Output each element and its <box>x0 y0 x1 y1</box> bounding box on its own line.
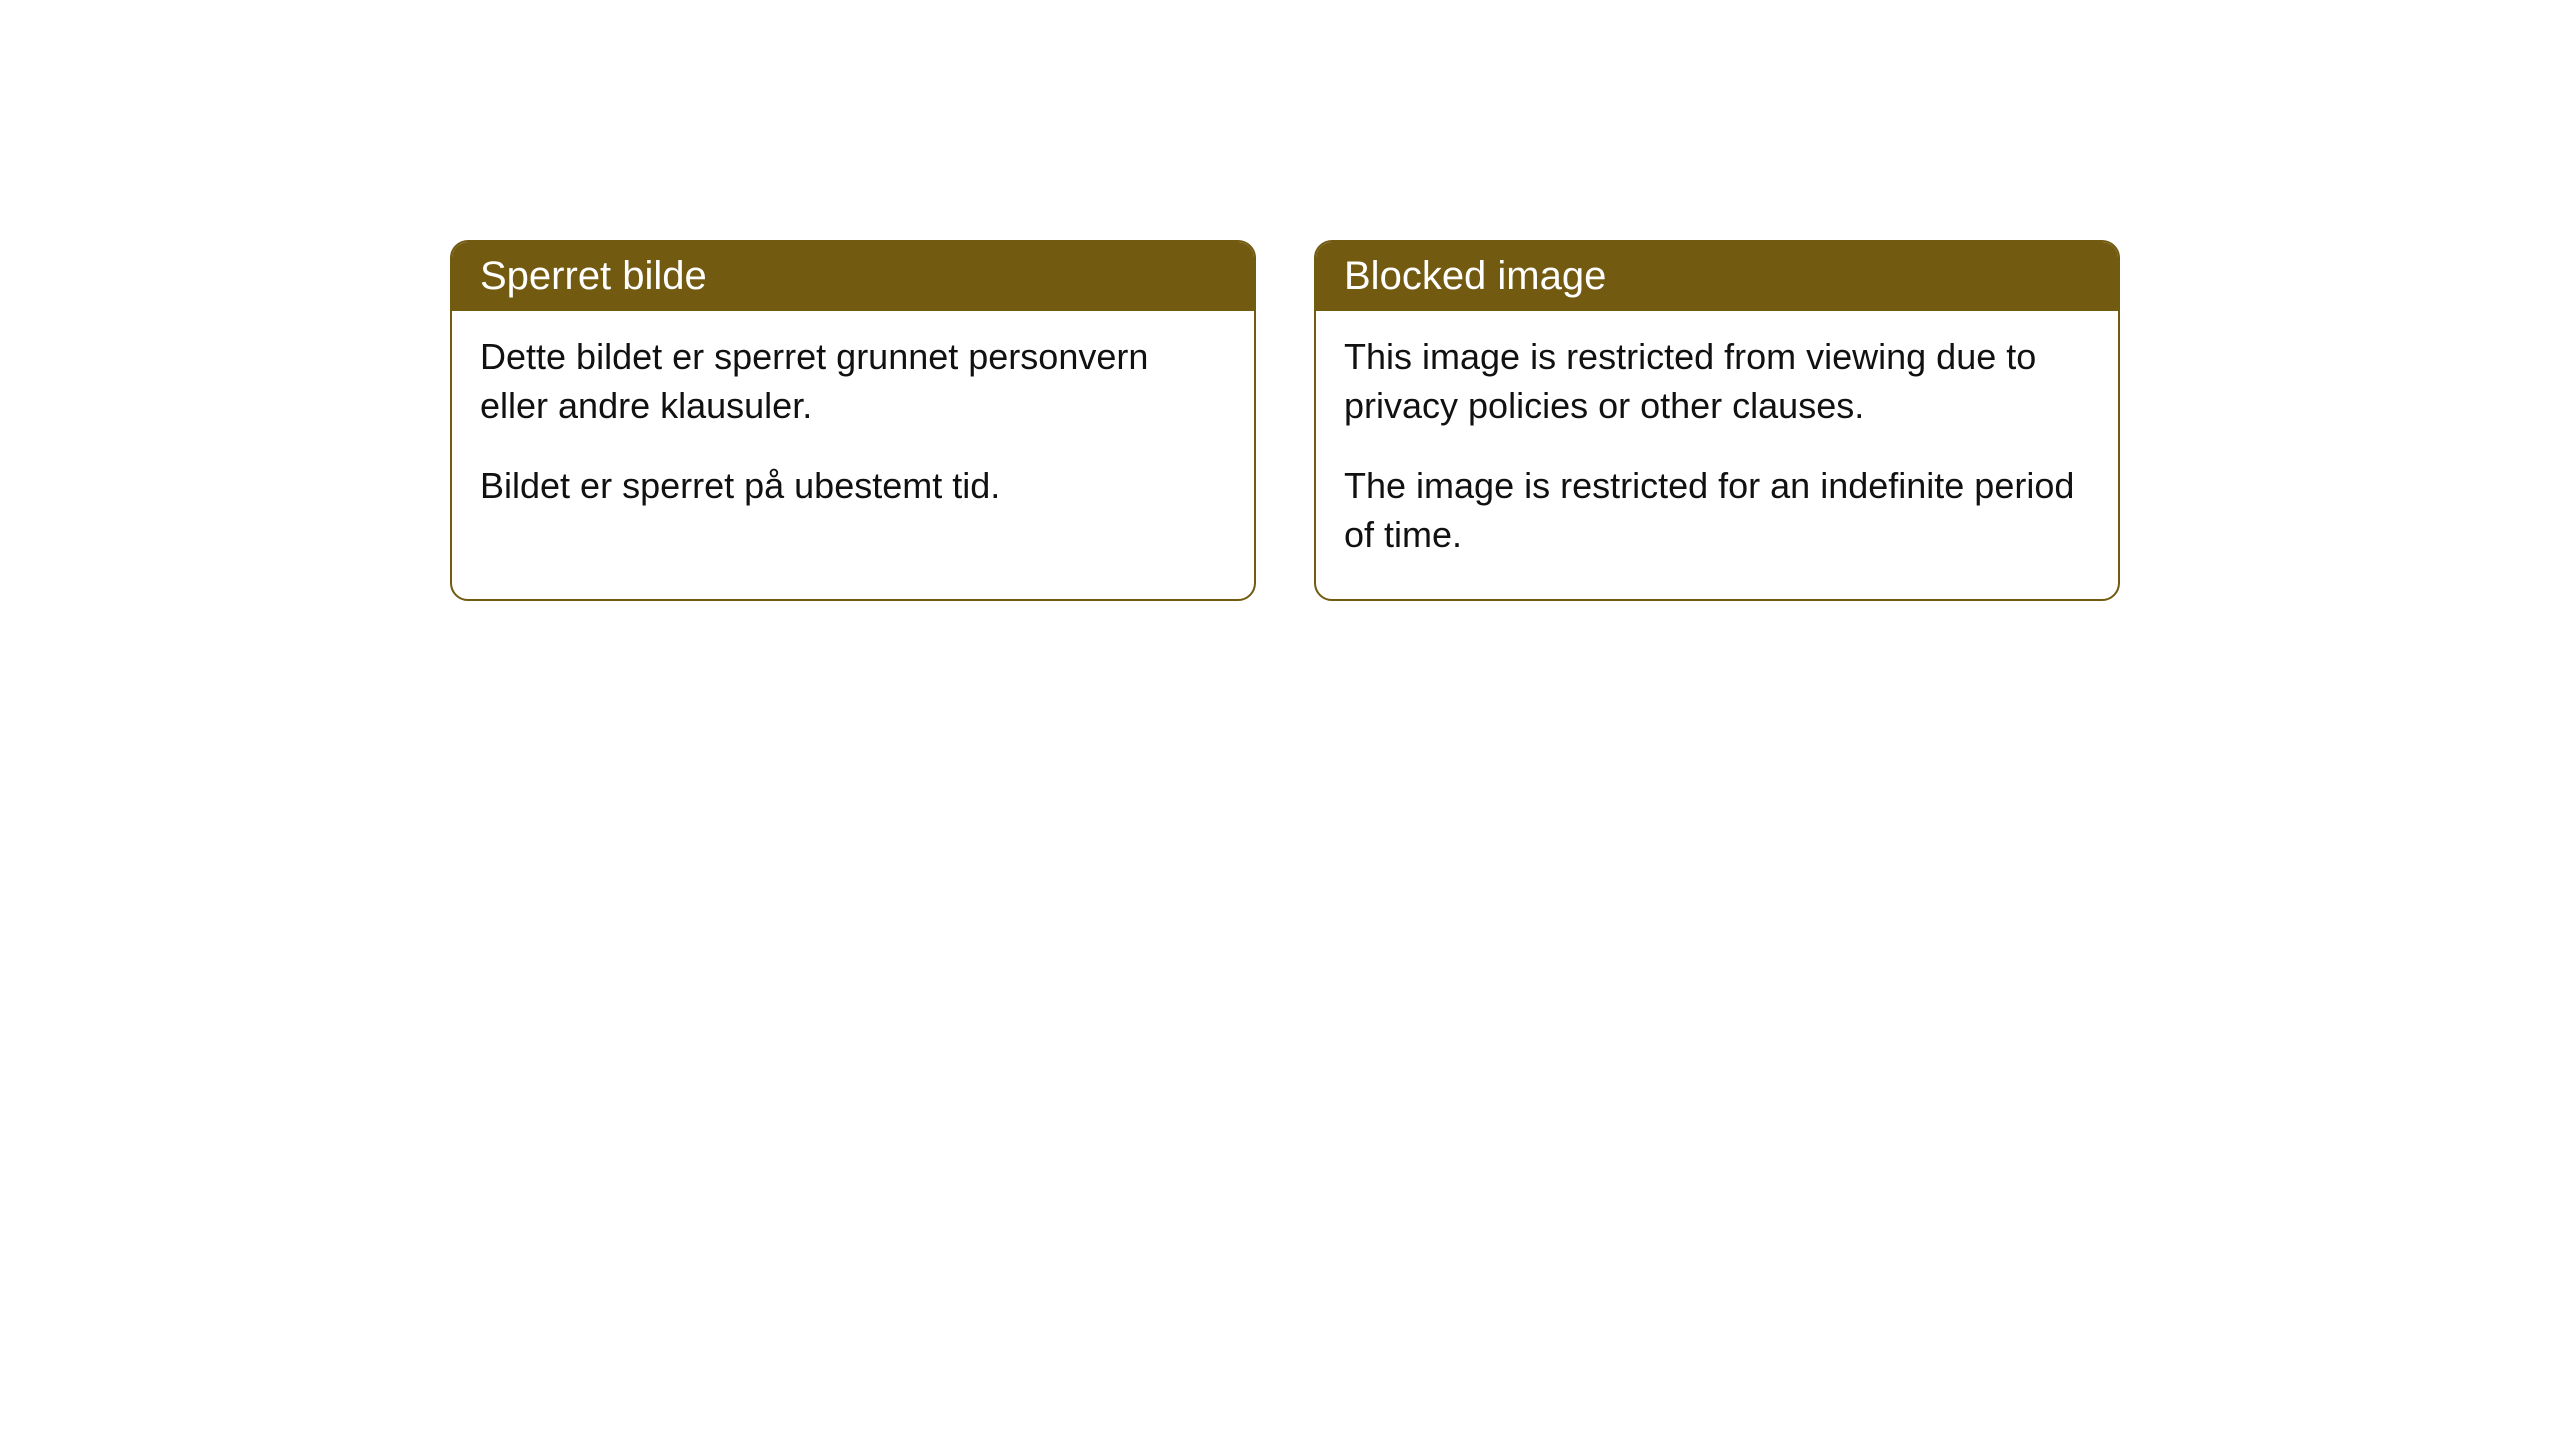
card-left: Sperret bilde Dette bildet er sperret gr… <box>450 240 1256 601</box>
card-right-paragraph-1: This image is restricted from viewing du… <box>1344 333 2090 430</box>
card-right: Blocked image This image is restricted f… <box>1314 240 2120 601</box>
cards-container: Sperret bilde Dette bildet er sperret gr… <box>450 240 2120 601</box>
card-left-body: Dette bildet er sperret grunnet personve… <box>452 311 1254 551</box>
card-right-paragraph-2: The image is restricted for an indefinit… <box>1344 462 2090 559</box>
card-left-paragraph-1: Dette bildet er sperret grunnet personve… <box>480 333 1226 430</box>
card-left-header: Sperret bilde <box>452 242 1254 311</box>
card-right-body: This image is restricted from viewing du… <box>1316 311 2118 599</box>
card-left-paragraph-2: Bildet er sperret på ubestemt tid. <box>480 462 1226 511</box>
card-right-header: Blocked image <box>1316 242 2118 311</box>
